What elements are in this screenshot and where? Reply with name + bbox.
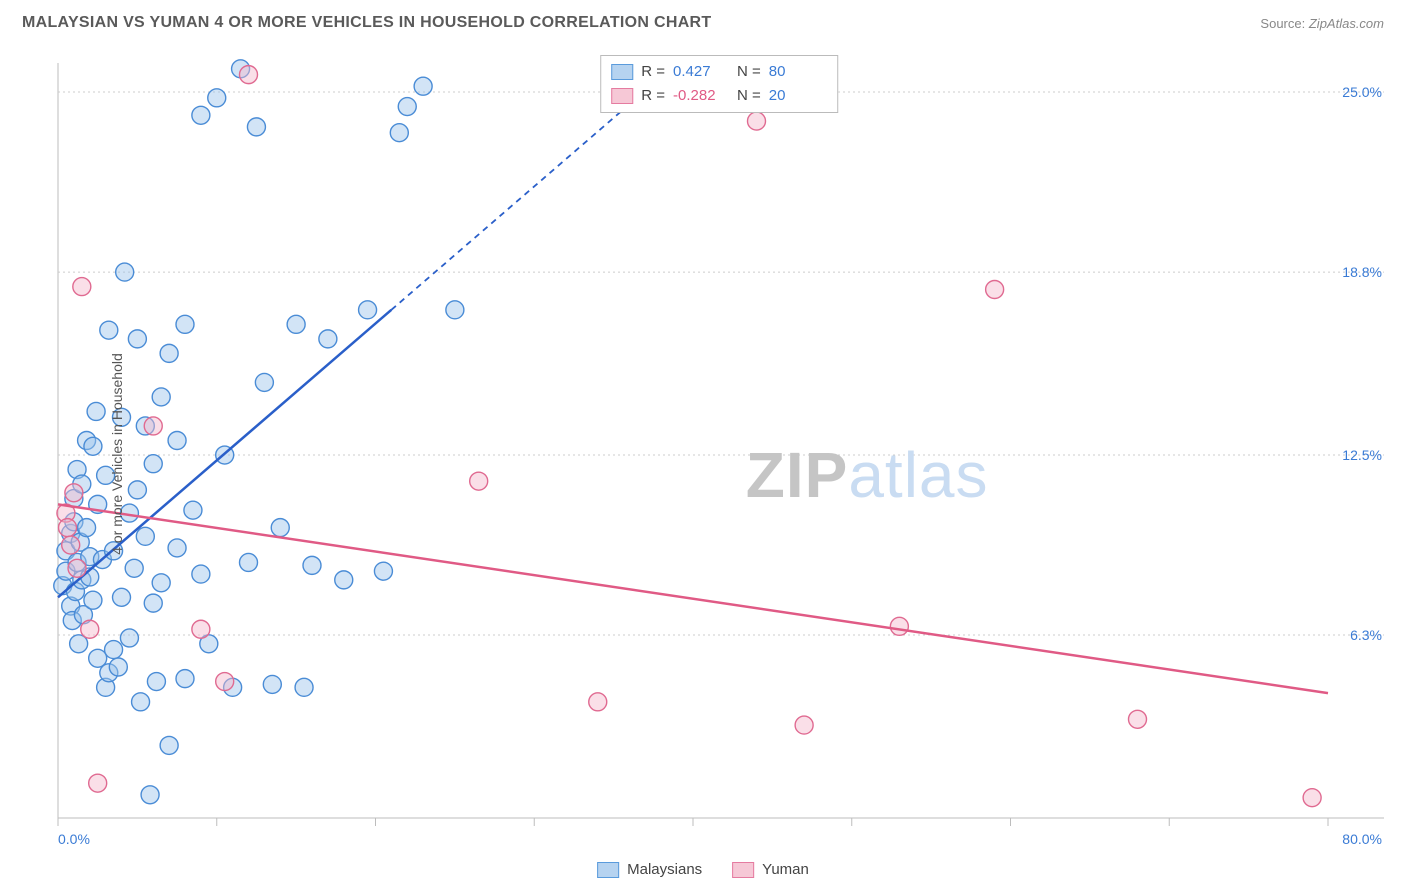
r-label: R =	[641, 60, 665, 84]
data-point	[65, 484, 83, 502]
source-value: ZipAtlas.com	[1309, 16, 1384, 31]
data-point	[141, 786, 159, 804]
n-value: 80	[769, 60, 825, 84]
svg-text:18.8%: 18.8%	[1342, 264, 1382, 280]
legend-row: R = 0.427 N = 80	[611, 60, 825, 84]
series-legend-label: Malaysians	[627, 861, 702, 878]
series-legend: Malaysians Yuman	[597, 861, 809, 878]
data-point	[89, 774, 107, 792]
y-axis-label: 4 or more Vehicles in Household	[109, 353, 125, 555]
series-legend-item: Yuman	[732, 861, 809, 878]
data-point	[144, 594, 162, 612]
data-point	[128, 481, 146, 499]
chart-title: MALAYSIAN VS YUMAN 4 OR MORE VEHICLES IN…	[22, 14, 712, 32]
data-point	[136, 527, 154, 545]
source-label: Source:	[1260, 16, 1305, 31]
data-point	[335, 571, 353, 589]
data-point	[216, 673, 234, 691]
data-point	[59, 519, 77, 537]
data-point	[1303, 789, 1321, 807]
data-point	[62, 536, 80, 554]
legend-swatch	[611, 64, 633, 80]
r-value: 0.427	[673, 60, 729, 84]
data-point	[120, 629, 138, 647]
data-point	[748, 112, 766, 130]
data-point	[152, 574, 170, 592]
data-point	[128, 330, 146, 348]
data-point	[192, 620, 210, 638]
data-point	[414, 77, 432, 95]
data-point	[240, 553, 258, 571]
data-point	[147, 673, 165, 691]
data-point	[240, 66, 258, 84]
data-point	[247, 118, 265, 136]
legend-row: R = -0.282 N = 20	[611, 84, 825, 108]
data-point	[68, 559, 86, 577]
series-legend-label: Yuman	[762, 861, 809, 878]
data-point	[271, 519, 289, 537]
data-point	[446, 301, 464, 319]
data-point	[208, 89, 226, 107]
data-point	[184, 501, 202, 519]
data-point	[176, 315, 194, 333]
data-point	[84, 591, 102, 609]
legend-swatch	[597, 862, 619, 878]
data-point	[160, 736, 178, 754]
data-point	[287, 315, 305, 333]
data-point	[1129, 710, 1147, 728]
svg-text:6.3%: 6.3%	[1350, 627, 1382, 643]
data-point	[87, 402, 105, 420]
data-point	[81, 620, 99, 638]
data-point	[986, 281, 1004, 299]
n-label: N =	[737, 60, 761, 84]
r-label: R =	[641, 84, 665, 108]
data-point	[168, 432, 186, 450]
correlation-legend: R = 0.427 N = 80 R = -0.282 N = 20	[600, 55, 838, 113]
n-label: N =	[737, 84, 761, 108]
data-point	[374, 562, 392, 580]
data-point	[192, 106, 210, 124]
data-point	[144, 417, 162, 435]
series-legend-item: Malaysians	[597, 861, 702, 878]
n-value: 20	[769, 84, 825, 108]
data-point	[589, 693, 607, 711]
plot-area: 4 or more Vehicles in Household 6.3% 12.5…	[50, 55, 1388, 852]
data-point	[84, 437, 102, 455]
legend-swatch	[611, 88, 633, 104]
data-point	[116, 263, 134, 281]
svg-text:0.0%: 0.0%	[58, 831, 90, 847]
source-attribution: Source: ZipAtlas.com	[1260, 16, 1384, 31]
data-point	[795, 716, 813, 734]
data-point	[398, 98, 416, 116]
data-point	[303, 556, 321, 574]
data-point	[263, 675, 281, 693]
data-point	[295, 678, 313, 696]
data-point	[390, 124, 408, 142]
data-point	[319, 330, 337, 348]
data-point	[109, 658, 127, 676]
data-point	[255, 373, 273, 391]
scatter-plot: 6.3% 12.5% 18.8% 25.0% 0.0% 80.0%	[50, 55, 1388, 852]
svg-text:25.0%: 25.0%	[1342, 84, 1382, 100]
data-point	[73, 278, 91, 296]
data-point	[176, 670, 194, 688]
data-point	[168, 539, 186, 557]
data-point	[152, 388, 170, 406]
svg-text:12.5%: 12.5%	[1342, 447, 1382, 463]
data-point	[113, 588, 131, 606]
legend-swatch	[732, 862, 754, 878]
data-point	[132, 693, 150, 711]
data-point	[470, 472, 488, 490]
data-point	[125, 559, 143, 577]
data-point	[890, 617, 908, 635]
data-point	[192, 565, 210, 583]
data-point	[100, 321, 118, 339]
data-point	[105, 641, 123, 659]
data-point	[359, 301, 377, 319]
data-point	[160, 344, 178, 362]
svg-text:80.0%: 80.0%	[1342, 831, 1382, 847]
r-value: -0.282	[673, 84, 729, 108]
data-point	[78, 519, 96, 537]
data-point	[144, 455, 162, 473]
